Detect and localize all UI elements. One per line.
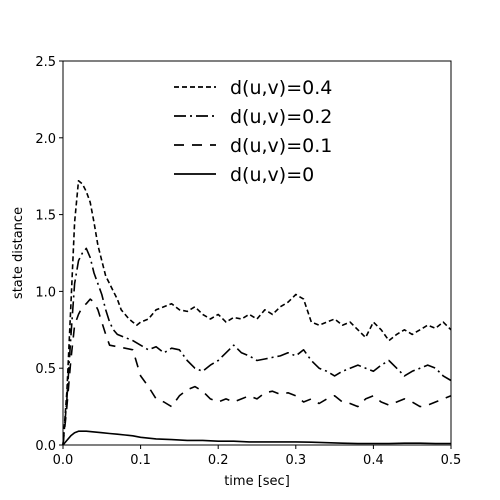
y-tick-label: 1.5	[35, 209, 56, 224]
plot-frame	[62, 60, 452, 446]
y-tick-label: 1.0	[35, 285, 56, 300]
x-axis-label: time [sec]	[224, 474, 290, 489]
legend-label-0: d(u,v)=0.4	[230, 77, 332, 99]
legend: d(u,v)=0.4 d(u,v)=0.2 d(u,v)=0.1 d(u,v)=0	[174, 77, 332, 186]
x-tick-label: 0.5	[441, 453, 462, 468]
ticks: 0.0 0.1 0.2 0.3 0.4 0.5 0.0 0.5 1.0 1.5 2.0 2.5	[35, 55, 461, 468]
series-line-0	[62, 180, 452, 446]
x-tick-label: 0.2	[208, 453, 229, 468]
y-tick-label: 0.5	[35, 362, 56, 377]
y-tick-label: 2.5	[35, 55, 56, 70]
plot-lines	[62, 180, 452, 446]
series-line-3	[62, 430, 451, 446]
series-line-2	[62, 298, 452, 446]
x-tick-label: 0.4	[363, 453, 384, 468]
x-tick-label: 0.1	[130, 453, 151, 468]
series-line-1	[62, 247, 452, 446]
y-tick-label: 0.0	[35, 439, 56, 454]
legend-label-3: d(u,v)=0	[230, 164, 314, 186]
legend-label-2: d(u,v)=0.1	[230, 135, 332, 157]
y-axis-label: state distance	[11, 207, 26, 299]
x-tick-label: 0.3	[285, 453, 306, 468]
y-tick-label: 2.0	[35, 132, 56, 147]
x-tick-label: 0.0	[53, 453, 74, 468]
legend-label-1: d(u,v)=0.2	[230, 106, 332, 128]
